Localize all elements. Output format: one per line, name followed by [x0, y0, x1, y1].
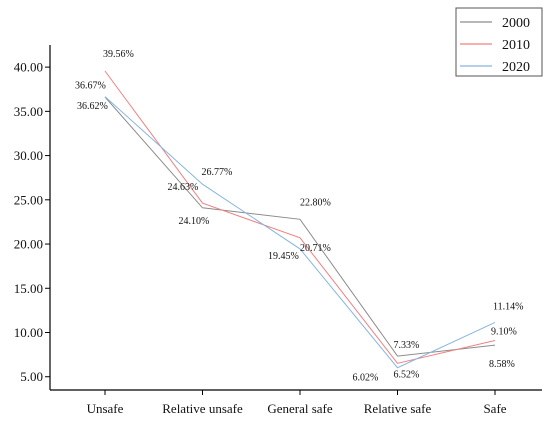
data-label: 26.77% — [202, 167, 233, 178]
legend-box — [455, 7, 543, 77]
y-tick-label: 35.00 — [14, 104, 43, 119]
data-label: 24.10% — [179, 216, 210, 227]
data-label: 36.62% — [77, 101, 108, 112]
legend: 2000 2010 2020 — [455, 7, 543, 77]
axes: 5.00 10.00 15.00 20.00 25.00 30.00 35.00 40.00 U… — [14, 45, 542, 416]
data-label: 8.58% — [489, 359, 515, 370]
x-tick-label: Unsafe — [87, 401, 124, 416]
data-label: 6.02% — [353, 373, 379, 384]
data-label: 6.52% — [394, 369, 420, 380]
y-tick-label: 15.00 — [14, 281, 43, 296]
data-labels: 36.62% 24.10% 22.80% 7.33% 8.58% 39.56% 24.63%… — [75, 49, 523, 384]
y-tick-label: 5.00 — [20, 369, 43, 384]
series-line-2010 — [104, 70, 496, 364]
y-tick-label: 25.00 — [14, 192, 43, 207]
legend-label: 2000 — [502, 16, 530, 31]
y-tick-label: 10.00 — [14, 325, 43, 340]
legend-label: 2020 — [502, 60, 530, 75]
y-tick-label: 40.00 — [14, 60, 43, 75]
data-label: 36.67% — [75, 81, 106, 92]
x-tick-label: General safe — [267, 401, 333, 416]
data-label: 9.10% — [491, 326, 517, 337]
legend-label: 2010 — [502, 38, 530, 53]
y-tick-label: 20.00 — [14, 237, 43, 252]
data-label: 20.71% — [300, 243, 331, 254]
data-label: 7.33% — [394, 340, 420, 351]
data-label: 11.14% — [493, 301, 523, 312]
series-lines — [104, 70, 496, 369]
series-line-2000 — [104, 96, 496, 357]
series-line-2020 — [104, 96, 496, 369]
data-label: 24.63% — [168, 182, 199, 193]
data-label: 39.56% — [103, 49, 134, 60]
x-tick-label: Relative unsafe — [162, 401, 243, 416]
x-tick-label: Safe — [483, 401, 506, 416]
y-tick-label: 30.00 — [14, 148, 43, 163]
x-tick-label: Relative safe — [364, 401, 432, 416]
data-label: 19.45% — [268, 251, 299, 262]
data-label: 22.80% — [300, 197, 331, 208]
